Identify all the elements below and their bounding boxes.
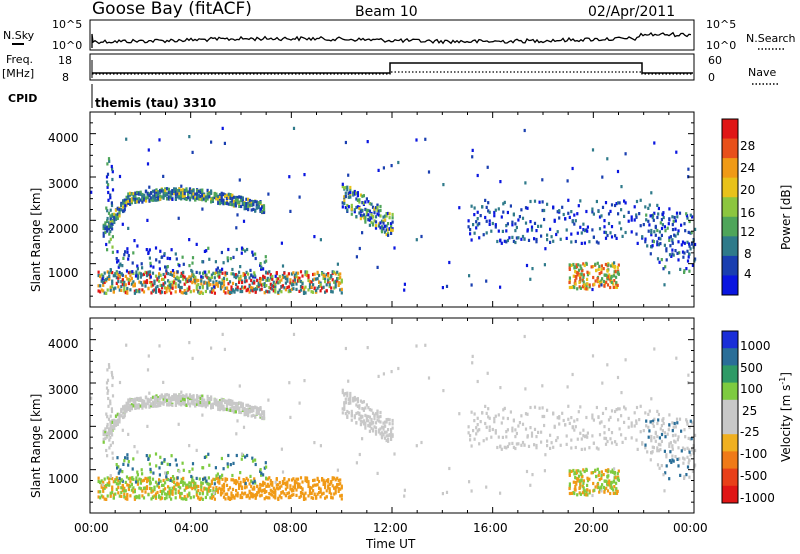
freq-tick-top: 18 xyxy=(58,54,72,67)
nave-tick-bottom: 0 xyxy=(708,71,715,84)
xtick-0800: 08:00 xyxy=(273,521,308,535)
power-ytick-4000: 4000 xyxy=(48,131,79,145)
xtick-0000: 00:00 xyxy=(74,521,109,535)
nsky-panel: N.Sky 10^5 10^0 N.Search 10^5 10^0 xyxy=(3,18,796,52)
nave-label: Nave xyxy=(748,66,776,79)
cpid-text: themis (tau) 3310 xyxy=(95,96,216,110)
vel-cbar-tick-1000: 1000 xyxy=(740,339,771,353)
power-cbar-tick-4: 4 xyxy=(744,267,752,281)
vel-cbar-tick-25: 25 xyxy=(742,404,757,418)
power-cbar-tick-24: 24 xyxy=(740,161,755,175)
power-ytick-3000: 3000 xyxy=(48,177,79,191)
velocity-ytick-4000: 4000 xyxy=(48,337,79,351)
vel-cbar-label-main: Velocity [m s xyxy=(779,385,793,462)
power-cbar-tick-16: 16 xyxy=(740,206,755,220)
vel-cbar-tick-m500: -500 xyxy=(740,469,767,483)
velocity-ytick-3000: 3000 xyxy=(48,383,79,397)
vel-cbar-label-sup: -1 xyxy=(778,377,787,385)
velocity-colorbar-ticks: 1000 500 100 25 -25 -100 -500 -1000 xyxy=(740,339,775,505)
velocity-colorbar-segments xyxy=(722,331,738,504)
velocity-data xyxy=(90,332,697,501)
nsearch-tick-bottom: 10^0 xyxy=(706,39,736,52)
cpid-label: CPID xyxy=(8,92,37,105)
velocity-colorbar: 1000 500 100 25 -25 -100 -500 -1000 Velo… xyxy=(721,330,793,505)
vel-cbar-label: Velocity [m s-1] xyxy=(778,372,793,462)
freq-panel: Freq. [MHz] 18 8 Nave 60 0 xyxy=(2,53,778,85)
power-cbar-tick-8: 8 xyxy=(744,247,752,261)
freq-tick-bottom: 8 xyxy=(62,71,69,84)
xtick-1200: 12:00 xyxy=(373,521,408,535)
vel-cbar-tick-m1000: -1000 xyxy=(740,491,775,505)
velocity-panel: Slant Range [km] 1000 2000 3000 4000 00:… xyxy=(29,317,708,551)
nsky-tick-top: 10^5 xyxy=(52,18,82,31)
velocity-ytick-labels: 1000 2000 3000 4000 xyxy=(48,337,79,486)
power-data xyxy=(90,126,697,295)
vel-cbar-tick-m100: -100 xyxy=(740,447,767,461)
freq-label: Freq. xyxy=(6,53,33,66)
station-title: Goose Bay (fitACF) xyxy=(92,0,252,19)
power-ytick-2000: 2000 xyxy=(48,222,79,236)
power-axes xyxy=(89,111,695,308)
power-panel: Slant Range [km] 1000 2000 3000 4000 xyxy=(29,111,697,308)
velocity-ytick-1000: 1000 xyxy=(48,472,79,486)
power-cbar-tick-20: 20 xyxy=(740,183,755,197)
xtick-2400: 00:00 xyxy=(673,521,708,535)
nsky-tick-bottom: 10^0 xyxy=(52,39,82,52)
power-colorbar-segments xyxy=(722,119,738,296)
power-cbar-tick-28: 28 xyxy=(740,139,755,153)
velocity-ytick-2000: 2000 xyxy=(48,428,79,442)
xtick-2000: 20:00 xyxy=(574,521,609,535)
power-colorbar-ticks: 4 8 12 16 20 24 28 xyxy=(740,139,755,281)
velocity-ylabel: Slant Range [km] xyxy=(29,394,43,498)
velocity-xtick-labels: 00:00 04:00 08:00 12:00 16:00 20:00 00:0… xyxy=(74,521,708,535)
power-colorbar: 4 8 12 16 20 24 28 Power [dB] xyxy=(721,118,793,296)
date-title: 02/Apr/2011 xyxy=(588,4,675,20)
freq-unit: [MHz] xyxy=(2,67,34,80)
vel-cbar-tick-100: 100 xyxy=(740,382,763,396)
nsky-line xyxy=(91,31,692,48)
xtick-1600: 16:00 xyxy=(473,521,508,535)
power-ylabel: Slant Range [km] xyxy=(29,188,43,292)
xtick-0400: 04:00 xyxy=(174,521,209,535)
power-cbar-label: Power [dB] xyxy=(779,185,793,250)
vel-cbar-label-end: ] xyxy=(779,372,793,377)
beam-title: Beam 10 xyxy=(355,4,418,20)
velocity-axes xyxy=(89,317,695,514)
freq-line xyxy=(92,62,693,74)
nsearch-tick-top: 10^5 xyxy=(706,18,736,31)
nsearch-label: N.Search xyxy=(746,32,796,45)
power-ytick-labels: 1000 2000 3000 4000 xyxy=(48,131,79,280)
nave-tick-top: 60 xyxy=(708,54,722,67)
vel-cbar-tick-m25: -25 xyxy=(740,425,760,439)
vel-cbar-tick-500: 500 xyxy=(740,361,763,375)
velocity-xlabel: Time UT xyxy=(365,537,416,551)
nsky-label: N.Sky xyxy=(3,29,35,42)
power-ytick-1000: 1000 xyxy=(48,266,79,280)
power-cbar-tick-12: 12 xyxy=(740,225,755,239)
